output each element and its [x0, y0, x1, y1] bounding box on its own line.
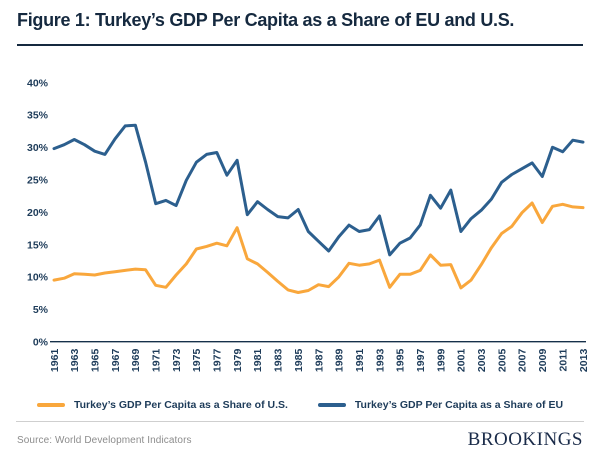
figure-title: Figure 1: Turkey’s GDP Per Capita as a S… [17, 10, 515, 30]
x-tick-label: 1987 [313, 349, 325, 373]
x-tick-label: 1979 [232, 349, 244, 373]
legend-label-us: Turkey’s GDP Per Capita as a Share of U.… [73, 399, 288, 411]
x-tick-label: 1967 [110, 349, 122, 373]
y-tick-label: 30% [27, 142, 49, 154]
x-tick-label: 1971 [151, 349, 163, 373]
x-tick-label: 2011 [557, 349, 569, 372]
us-line-swatch [36, 403, 65, 407]
y-tick-label: 0% [33, 337, 49, 349]
x-tick-label: 1977 [212, 349, 224, 373]
title-rule [17, 44, 583, 46]
x-tick-label: 1975 [191, 349, 203, 373]
figure-footer: Source: World Development Indicators BRO… [17, 429, 583, 451]
x-tick-label: 2001 [456, 349, 468, 373]
y-tick-label: 20% [27, 207, 49, 219]
y-tick-label: 10% [27, 272, 49, 284]
legend-label-eu: Turkey’s GDP Per Capita as a Share of EU [354, 399, 564, 411]
source-note: Source: World Development Indicators [17, 434, 192, 446]
brookings-logo: BROOKINGS [467, 429, 583, 450]
x-tick-label: 1965 [89, 349, 101, 373]
x-tick-label: 2013 [578, 349, 590, 373]
x-tick-label: 1983 [273, 349, 285, 373]
x-tick-label: 1999 [435, 349, 447, 373]
x-tick-label: 1985 [293, 349, 305, 373]
x-tick-label: 1993 [374, 349, 386, 373]
y-tick-label: 25% [27, 175, 49, 187]
x-tick-label: 1981 [252, 349, 264, 373]
eu-line [52, 123, 585, 257]
y-tick-label: 5% [33, 304, 49, 316]
chart-legend: Turkey’s GDP Per Capita as a Share of U.… [17, 398, 583, 412]
x-tick-label: 1995 [395, 349, 407, 373]
x-tick-label: 1963 [69, 349, 81, 373]
footer-divider [16, 421, 584, 422]
x-tick-label: 2007 [517, 349, 529, 373]
x-tick-label: 1997 [415, 349, 427, 373]
y-tick-label: 40% [27, 77, 49, 89]
x-tick-label: 1973 [171, 349, 183, 373]
x-tick-label: 2009 [537, 349, 549, 373]
gdp-share-line-chart: 0% 5% 10% 15% 20% 25% 30% 35% 40% 1961 1963 1965 196… [27, 77, 590, 373]
x-tick-label: 1961 [49, 349, 61, 373]
us-line [52, 201, 585, 294]
x-tick-label: 1989 [334, 349, 346, 373]
x-tick-label: 1991 [354, 349, 366, 373]
legend-item-us: Turkey’s GDP Per Capita as a Share of U.… [36, 399, 288, 411]
x-tick-label: 2003 [476, 349, 488, 373]
eu-line-swatch [317, 403, 346, 407]
legend-item-eu: Turkey’s GDP Per Capita as a Share of EU [317, 399, 564, 411]
figure-header: Figure 1: Turkey’s GDP Per Capita as a S… [17, 8, 583, 46]
x-tick-label: 2005 [496, 349, 508, 373]
y-tick-label: 35% [27, 110, 49, 122]
x-tick-label: 1969 [130, 349, 142, 373]
y-tick-label: 15% [27, 239, 49, 251]
